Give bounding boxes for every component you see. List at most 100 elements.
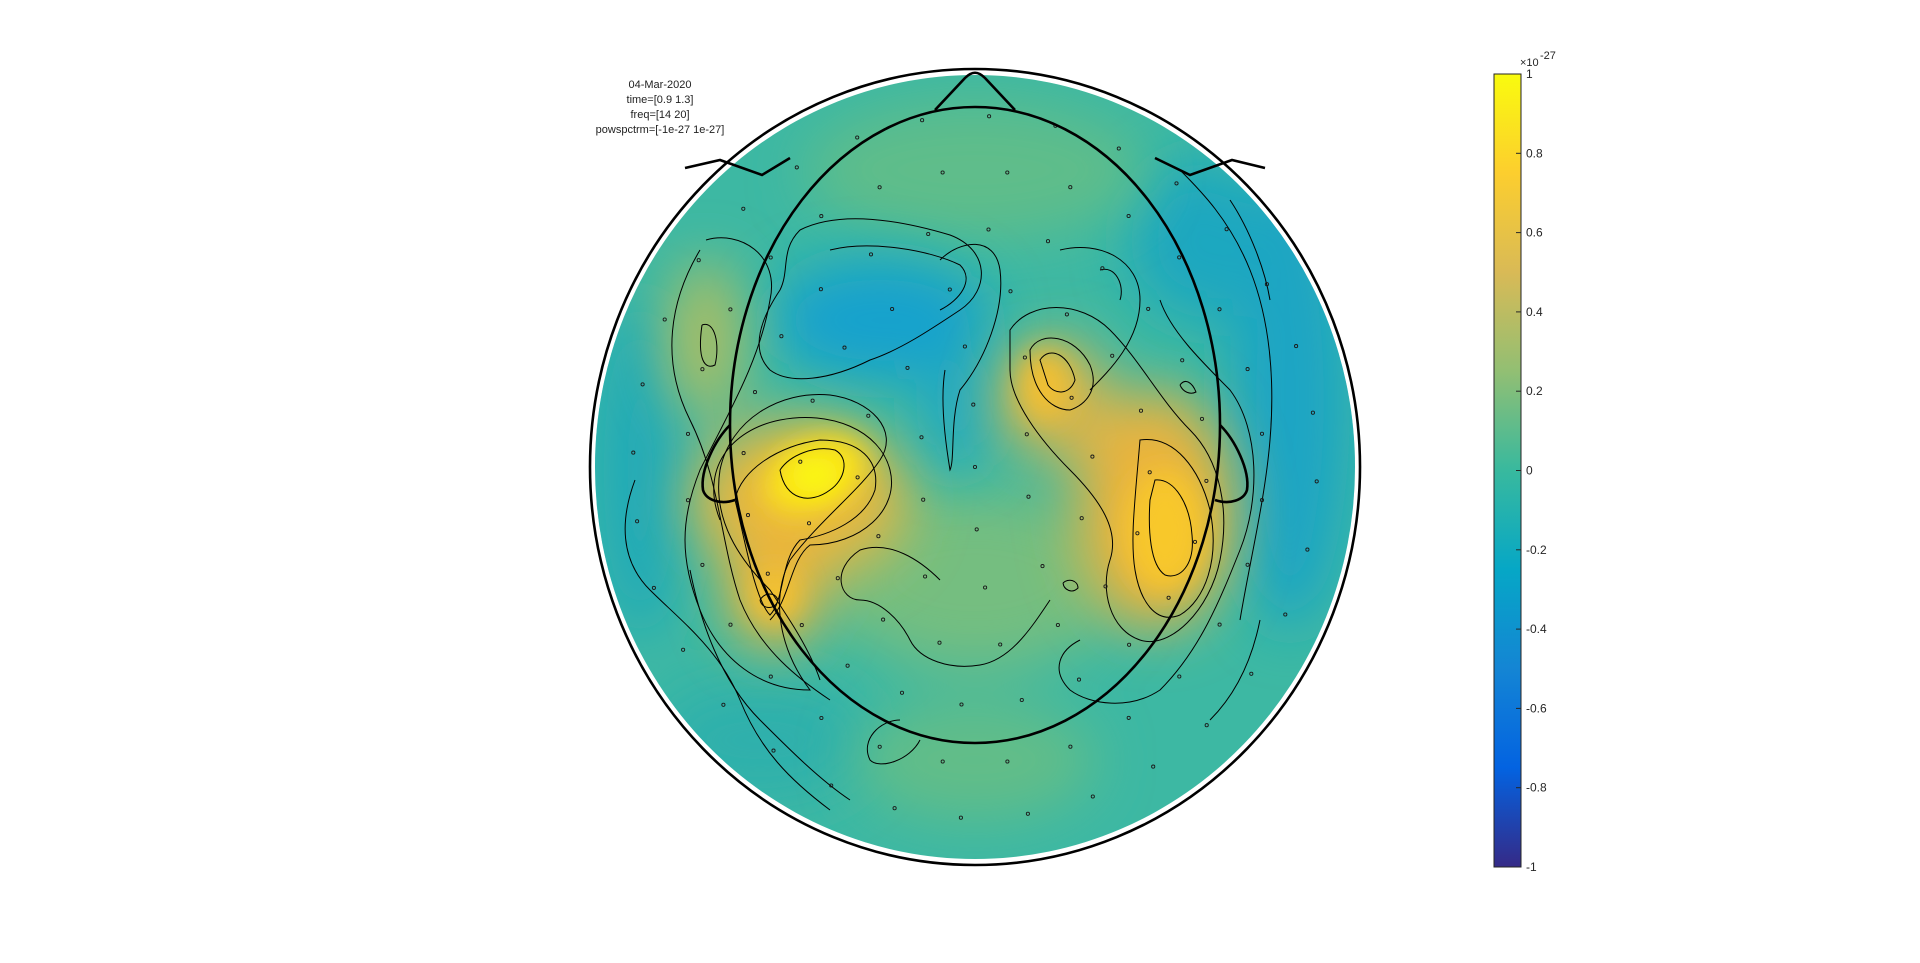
electrode-marker bbox=[1146, 306, 1151, 311]
electrode-marker bbox=[892, 806, 897, 811]
colorbar-tick-label: -1 bbox=[1526, 860, 1537, 874]
info-date: 04-Mar-2020 bbox=[628, 79, 692, 91]
electrode-marker bbox=[1217, 307, 1222, 312]
electrode-marker bbox=[877, 185, 882, 190]
electrode-marker bbox=[998, 642, 1003, 647]
info-freq: freq=[14 20] bbox=[630, 109, 690, 121]
electrode-marker bbox=[1174, 181, 1179, 186]
electrode-marker bbox=[1025, 811, 1030, 816]
electrode-marker bbox=[651, 585, 656, 590]
electrode-marker bbox=[962, 344, 967, 349]
electrode-marker bbox=[958, 815, 963, 820]
electrode-marker bbox=[681, 647, 686, 652]
electrode-marker bbox=[1040, 564, 1045, 569]
electrode-marker bbox=[986, 227, 991, 232]
info-powspctrm: powspctrm=[-1e-27 1e-27] bbox=[595, 124, 725, 136]
colorbar-tick-label: 0.8 bbox=[1526, 146, 1543, 160]
electrode-marker bbox=[881, 617, 886, 622]
electrode-marker bbox=[855, 135, 860, 140]
right-ear bbox=[1214, 424, 1249, 504]
electrode-marker bbox=[923, 574, 928, 579]
electrode-marker bbox=[1138, 408, 1144, 413]
colorbar-exponent-base: ×10 bbox=[1520, 57, 1539, 69]
electrode-marker bbox=[819, 214, 824, 219]
colorbar-ticks: 1 0.8 0.6 0.4 0.2 0 -0.2 -0.4 -0.6 -0.8 -1 bbox=[1516, 67, 1547, 874]
electrode-marker bbox=[1069, 395, 1074, 400]
electrode-marker bbox=[798, 459, 803, 464]
electrode-marker bbox=[972, 464, 978, 470]
electrode-marker bbox=[1100, 266, 1105, 271]
electrode-marker bbox=[818, 287, 823, 292]
electrode-marker bbox=[745, 513, 751, 518]
electrode-markers bbox=[631, 114, 1319, 820]
electrode-marker bbox=[1151, 764, 1156, 769]
electrode-marker bbox=[779, 334, 784, 339]
electrode-marker bbox=[1180, 358, 1185, 363]
electrode-marker bbox=[971, 402, 976, 407]
electrode-marker bbox=[1249, 671, 1254, 676]
electrode-marker bbox=[806, 521, 812, 526]
electrode-marker bbox=[768, 674, 773, 679]
electrode-marker bbox=[1079, 516, 1084, 521]
scalp-circle bbox=[588, 67, 1362, 867]
colorbar-tick-label: -0.8 bbox=[1526, 781, 1547, 795]
electrode-marker bbox=[845, 663, 850, 668]
electrode-marker bbox=[1126, 715, 1131, 720]
electrode-marker bbox=[1259, 498, 1265, 503]
electrode-marker bbox=[905, 365, 910, 370]
electrode-marker bbox=[1224, 227, 1229, 232]
electrode-marker bbox=[765, 571, 770, 576]
electrode-marker bbox=[877, 744, 882, 749]
head-outline bbox=[588, 67, 1362, 867]
electrode-marker bbox=[842, 345, 847, 350]
electrode-marker bbox=[835, 576, 840, 581]
electrode-marker bbox=[1126, 213, 1131, 219]
electrode-marker bbox=[1022, 355, 1027, 360]
colorbar: 1 0.8 0.6 0.4 0.2 0 -0.2 -0.4 -0.6 -0.8 -1 ×10 -27 bbox=[1493, 50, 1556, 874]
electrode-marker bbox=[1090, 794, 1095, 799]
electrode-marker bbox=[1068, 185, 1073, 190]
electrode-marker bbox=[635, 519, 640, 524]
colorbar-tick-label: 0 bbox=[1526, 464, 1533, 478]
colorbar-tick-label: 1 bbox=[1526, 67, 1533, 81]
electrode-marker bbox=[1199, 416, 1205, 421]
electrode-marker bbox=[741, 451, 746, 456]
electrode-marker bbox=[810, 398, 815, 403]
electrode-marker bbox=[1305, 547, 1310, 552]
colorbar-tick-label: -0.4 bbox=[1526, 622, 1547, 636]
electrode-marker bbox=[920, 118, 925, 123]
electrode-marker bbox=[855, 475, 860, 480]
electrode-marker bbox=[768, 255, 773, 260]
electrode-marker bbox=[752, 390, 758, 395]
contour-lines bbox=[624, 169, 1273, 811]
electrode-marker bbox=[721, 702, 726, 707]
electrode-marker bbox=[1090, 454, 1095, 459]
electrode-marker bbox=[631, 450, 636, 455]
electrode-marker bbox=[937, 640, 942, 645]
electrode-marker bbox=[987, 114, 992, 119]
electrode-marker bbox=[1283, 612, 1288, 617]
electrode-marker bbox=[1177, 255, 1182, 260]
electrode-marker bbox=[1204, 723, 1209, 728]
electrode-marker bbox=[799, 623, 804, 628]
electrode-marker bbox=[866, 413, 871, 418]
electrode-marker bbox=[741, 206, 746, 211]
electrode-marker bbox=[1024, 432, 1029, 437]
electrode-marker bbox=[1177, 674, 1182, 679]
electrode-marker bbox=[819, 715, 824, 721]
electrode-marker bbox=[959, 702, 964, 707]
electrode-marker bbox=[696, 258, 701, 263]
right-shoulder-line bbox=[1154, 156, 1266, 177]
electrode-marker bbox=[1245, 562, 1250, 567]
electrode-marker bbox=[1264, 282, 1269, 287]
electrode-marker bbox=[1147, 470, 1152, 475]
electrode-marker bbox=[1110, 353, 1115, 358]
electrode-marker bbox=[1116, 146, 1121, 151]
electrode-marker bbox=[919, 435, 924, 440]
electrode-marker bbox=[1294, 344, 1299, 349]
electrode-marker bbox=[926, 231, 931, 237]
colorbar-tick-label: 0.6 bbox=[1526, 226, 1543, 240]
electrode-marker bbox=[1166, 595, 1171, 600]
electrode-marker bbox=[940, 759, 945, 764]
electrode-marker bbox=[1068, 744, 1073, 749]
